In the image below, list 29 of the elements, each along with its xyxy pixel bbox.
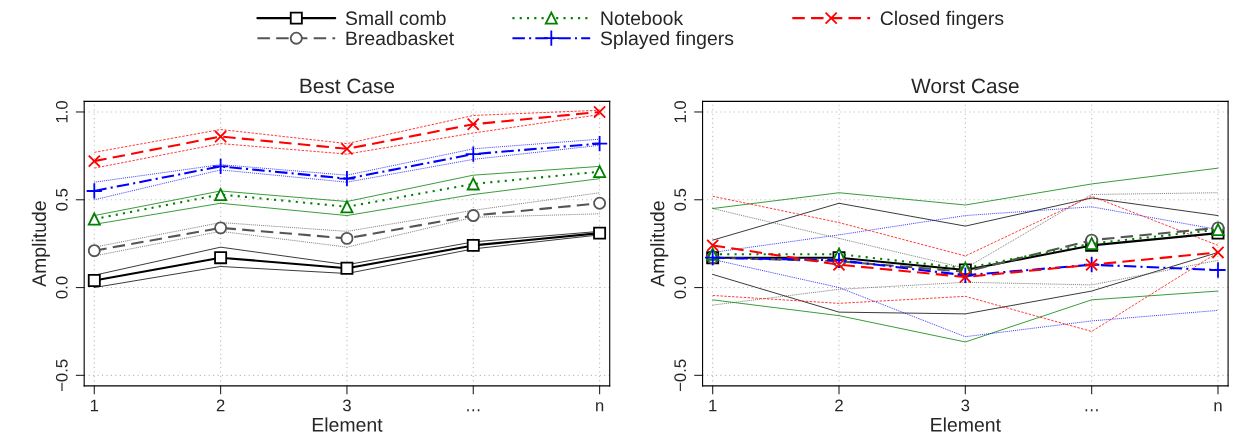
y-tick-label: 0.0 bbox=[55, 276, 68, 299]
x-tick-label: 3 bbox=[342, 399, 351, 412]
x-axis-title: Element bbox=[931, 417, 1001, 432]
x-tick-label: … bbox=[1085, 409, 1098, 412]
x-axis-title: Element bbox=[312, 417, 383, 432]
chart-title: Best Case bbox=[300, 78, 395, 94]
y-tick-label: 1.0 bbox=[55, 101, 68, 123]
x-tick-label: 2 bbox=[216, 399, 225, 412]
x-tick-label: n bbox=[1214, 402, 1222, 412]
y-tick-label: 0.5 bbox=[55, 188, 68, 211]
y-axis-title: Amplitude bbox=[650, 201, 669, 287]
x-tick-label: 1 bbox=[709, 399, 717, 412]
legend-label: Small comb bbox=[345, 10, 446, 26]
x-tick-label: … bbox=[467, 409, 480, 412]
chart-title: Worst Case bbox=[911, 78, 1019, 94]
y-tick-label: −0.5 bbox=[674, 359, 687, 391]
x-tick-label: 2 bbox=[835, 399, 843, 412]
y-tick-label: 0.5 bbox=[674, 188, 687, 211]
y-tick-label: −0.5 bbox=[55, 359, 68, 391]
x-tick-label: n bbox=[596, 402, 604, 412]
y-tick-label: 0.0 bbox=[674, 276, 687, 299]
y-tick-label: 1.0 bbox=[674, 101, 687, 123]
x-tick-label: 3 bbox=[961, 399, 970, 412]
legend-label: Closed fingers bbox=[880, 10, 1004, 29]
legend-label: Breadbasket bbox=[346, 30, 454, 46]
y-axis-title: Amplitude bbox=[31, 201, 50, 287]
x-tick-label: 1 bbox=[90, 399, 99, 412]
legend-label: Notebook bbox=[601, 10, 684, 26]
legend-label: Splayed fingers bbox=[600, 30, 734, 50]
